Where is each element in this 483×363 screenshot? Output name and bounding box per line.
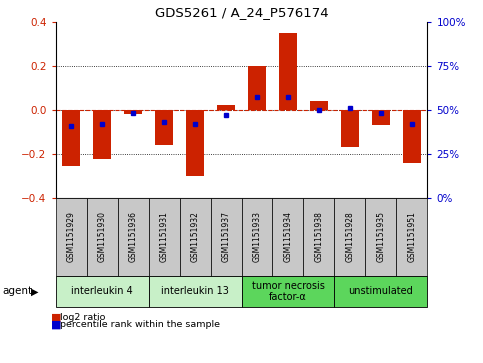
Bar — [341, 110, 359, 147]
Text: GSM1151938: GSM1151938 — [314, 211, 324, 262]
Text: log2 ratio: log2 ratio — [60, 313, 106, 322]
Bar — [124, 110, 142, 114]
Text: interleukin 13: interleukin 13 — [161, 286, 229, 296]
Text: GSM1151951: GSM1151951 — [408, 211, 416, 262]
Text: ■: ■ — [51, 313, 61, 323]
Text: agent: agent — [2, 286, 32, 296]
Text: GSM1151935: GSM1151935 — [376, 211, 385, 262]
Bar — [279, 33, 297, 110]
Bar — [372, 110, 390, 125]
Text: tumor necrosis
factor-α: tumor necrosis factor-α — [252, 281, 325, 302]
Title: GDS5261 / A_24_P576174: GDS5261 / A_24_P576174 — [155, 6, 328, 19]
Text: unstimulated: unstimulated — [349, 286, 413, 296]
Text: GSM1151928: GSM1151928 — [345, 212, 355, 262]
Bar — [217, 105, 235, 110]
Bar — [403, 110, 421, 163]
Text: GSM1151929: GSM1151929 — [67, 211, 75, 262]
Text: ▶: ▶ — [31, 286, 39, 296]
Text: GSM1151934: GSM1151934 — [284, 211, 293, 262]
Bar — [155, 110, 173, 145]
Text: GSM1151933: GSM1151933 — [253, 211, 261, 262]
Bar — [62, 110, 80, 166]
Text: GSM1151932: GSM1151932 — [190, 211, 199, 262]
Text: ■: ■ — [51, 320, 61, 330]
Text: GSM1151930: GSM1151930 — [98, 211, 107, 262]
Text: GSM1151931: GSM1151931 — [159, 211, 169, 262]
Bar — [248, 66, 266, 110]
Bar — [93, 110, 112, 159]
Bar — [186, 110, 204, 176]
Text: interleukin 4: interleukin 4 — [71, 286, 133, 296]
Text: percentile rank within the sample: percentile rank within the sample — [60, 321, 220, 329]
Text: GSM1151936: GSM1151936 — [128, 211, 138, 262]
Bar — [310, 101, 328, 110]
Text: GSM1151937: GSM1151937 — [222, 211, 230, 262]
